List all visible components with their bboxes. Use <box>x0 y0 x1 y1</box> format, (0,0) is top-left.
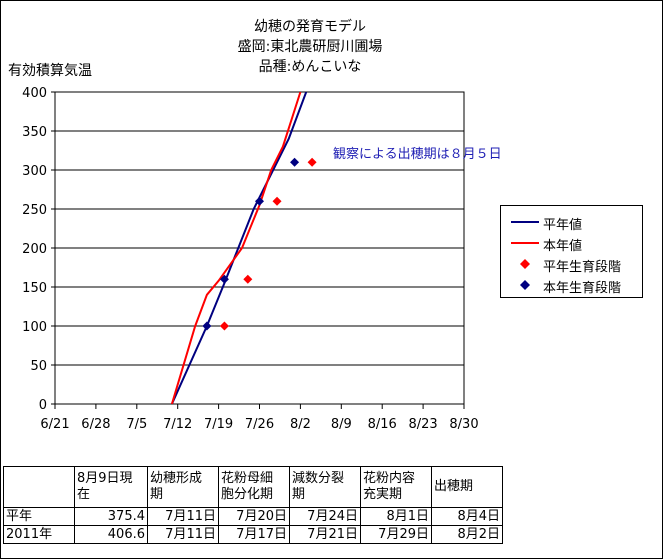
legend-item-current-stage: 本年生育段階 <box>501 275 641 296</box>
stage-marker <box>219 274 229 284</box>
table-header-cell: 花粉内容 充実期 <box>360 466 432 508</box>
stage-marker <box>219 321 229 331</box>
y-tick-label: 250 <box>22 203 47 218</box>
table-cell: 7月17日 <box>218 525 290 544</box>
stage-marker <box>307 157 317 167</box>
table-cell: 7月24日 <box>289 507 361 526</box>
y-tick-label: 50 <box>30 359 47 374</box>
y-tick-label: 350 <box>22 125 47 140</box>
table-header-cell: 幼穂形成期 <box>147 466 219 508</box>
stage-marker <box>272 196 282 206</box>
table-cell: 7月21日 <box>289 525 361 544</box>
y-tick-label: 100 <box>22 320 47 335</box>
table-cell: 7月29日 <box>360 525 432 544</box>
table-cell: 7月11日 <box>147 525 219 544</box>
series-line <box>170 92 308 404</box>
x-tick-label: 7/5 <box>126 417 147 432</box>
table-header-cell: 減数分裂期 <box>289 466 361 508</box>
x-tick-label: 7/19 <box>204 417 233 432</box>
y-tick-label: 0 <box>39 398 47 413</box>
table-cell: 375.4 <box>74 507 148 526</box>
table-header-cell <box>3 466 75 508</box>
stage-marker <box>243 274 253 284</box>
y-tick-label: 300 <box>22 164 47 179</box>
y-tick-label: 200 <box>22 242 47 257</box>
x-tick-label: 8/23 <box>408 417 437 432</box>
y-tick-label: 400 <box>22 86 47 101</box>
legend-label: 平年生育段階 <box>543 260 622 275</box>
table-row: 2011年 406.6 7月11日 7月17日 7月21日 7月29日 8月2日 <box>3 525 503 544</box>
table-header-row: 8月9日現在 幼穂形成期 花粉母細 胞分化期 減数分裂期 花粉内容 充実期 出穂期 <box>3 466 503 508</box>
stage-marker <box>255 196 264 206</box>
chart-title-line-1: 幼穂の発育モデル <box>254 19 366 35</box>
legend-symbol-diamond <box>520 259 530 269</box>
table-cell: 平年 <box>3 507 75 526</box>
legend: 平年値 本年値 平年生育段階 本年生育段階 <box>500 205 643 298</box>
stage-marker <box>202 321 212 331</box>
table-row: 平年 375.4 7月11日 7月20日 7月24日 8月1日 8月4日 <box>3 507 503 526</box>
table-cell: 406.6 <box>74 525 148 544</box>
growth-stage-table: 8月9日現在 幼穂形成期 花粉母細 胞分化期 減数分裂期 花粉内容 充実期 出穂期 … <box>3 466 503 544</box>
x-tick-label: 6/28 <box>81 417 110 432</box>
x-tick-label: 7/12 <box>163 417 192 432</box>
legend-label: 本年生育段階 <box>543 281 622 296</box>
table-header-cell: 出穂期 <box>431 466 503 508</box>
x-tick-label: 8/30 <box>449 417 478 432</box>
legend-label: 本年値 <box>543 239 583 254</box>
x-tick-label: 7/26 <box>245 417 274 432</box>
table-cell: 8月2日 <box>431 525 503 544</box>
legend-item-normal-stage: 平年生育段階 <box>501 254 641 275</box>
table-header-cell: 花粉母細 胞分化期 <box>218 466 290 508</box>
table-cell: 8月4日 <box>431 507 503 526</box>
series-line <box>170 92 302 404</box>
y-axis-label: 有効積算気温 <box>8 63 92 79</box>
stage-marker <box>290 157 300 167</box>
x-tick-label: 8/2 <box>290 417 311 432</box>
chart-title-line-3: 品種:めんこいな <box>258 59 362 75</box>
legend-symbol-line <box>511 242 539 244</box>
x-tick-label: 8/9 <box>331 417 352 432</box>
table-cell: 7月11日 <box>147 507 219 526</box>
legend-item-normal-line: 平年値 <box>501 212 641 233</box>
x-tick-label: 6/21 <box>40 417 69 432</box>
table-cell: 7月20日 <box>218 507 290 526</box>
legend-symbol-line <box>511 221 539 223</box>
annotation-heading-date: 観察による出穂期は８月５日 <box>333 147 502 162</box>
table-cell: 8月1日 <box>360 507 432 526</box>
legend-label: 平年値 <box>543 218 583 233</box>
table-header-cell: 8月9日現在 <box>74 466 148 508</box>
table-cell: 2011年 <box>3 525 75 544</box>
chart-title-line-2: 盛岡:東北農研厨川圃場 <box>237 39 383 55</box>
legend-item-current-line: 本年値 <box>501 233 641 254</box>
legend-symbol-diamond <box>520 280 530 290</box>
y-tick-label: 150 <box>22 281 47 296</box>
x-tick-label: 8/16 <box>368 417 397 432</box>
